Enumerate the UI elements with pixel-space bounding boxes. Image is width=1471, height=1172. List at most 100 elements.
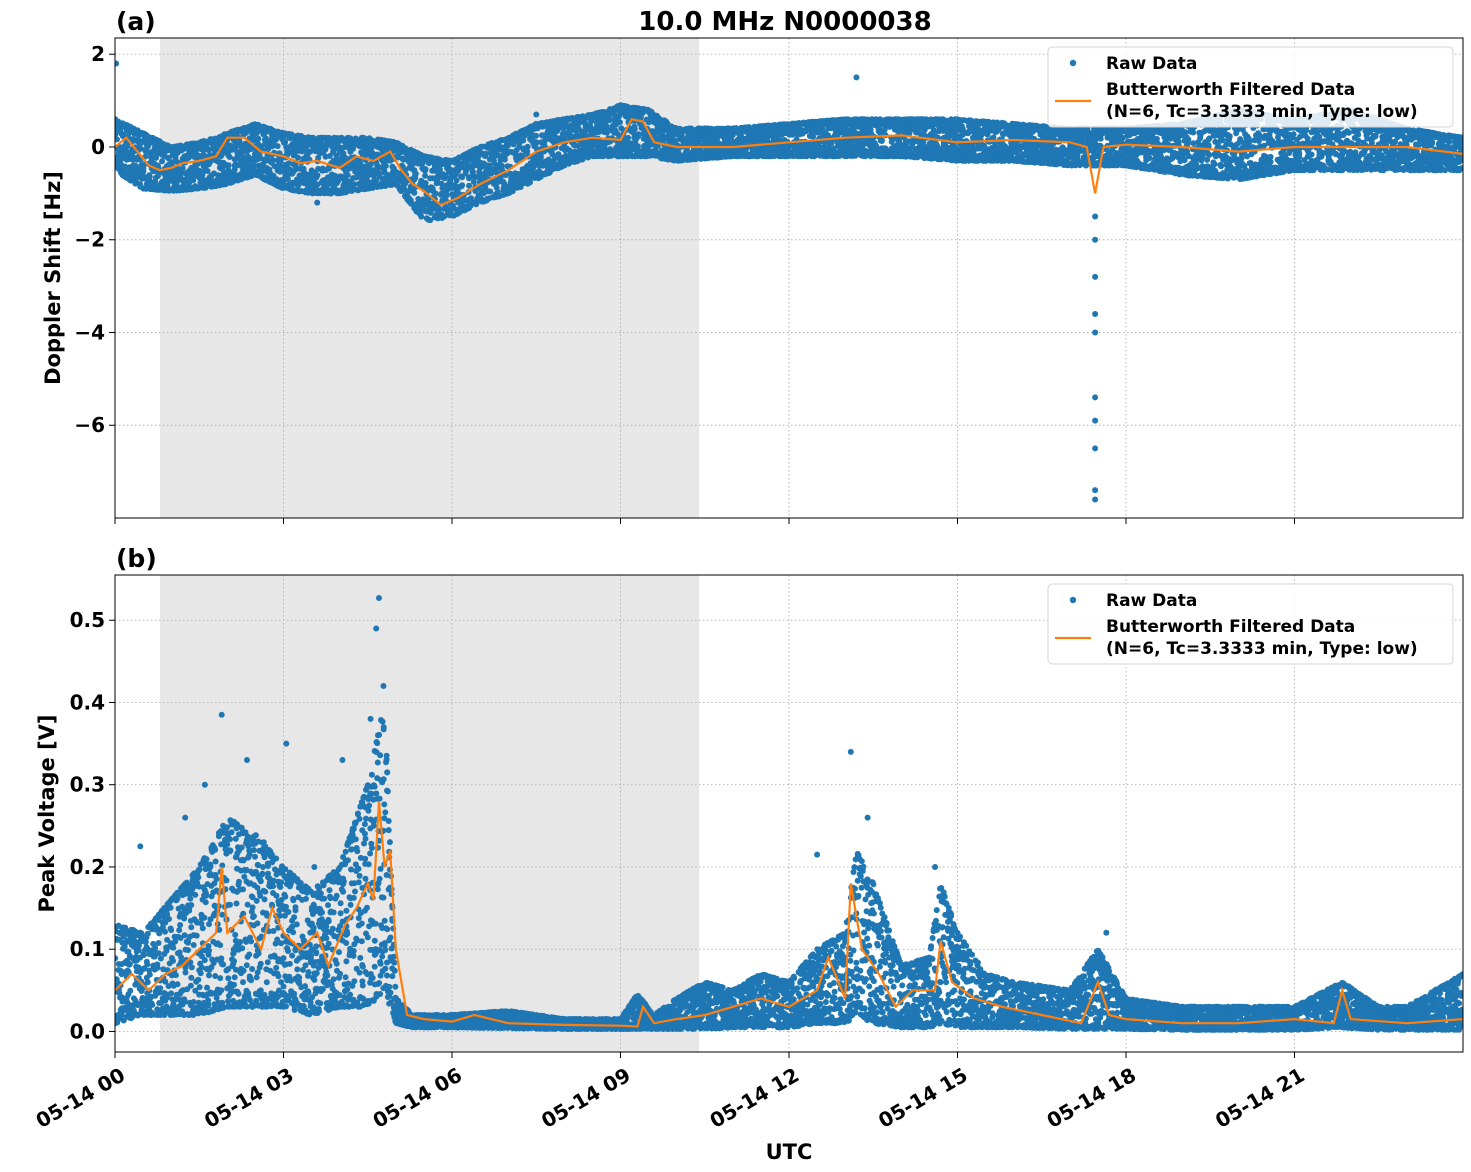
raw-data-point xyxy=(411,189,418,196)
raw-data-point xyxy=(248,157,255,164)
raw-data-point xyxy=(159,158,165,165)
raw-data-point xyxy=(367,161,374,168)
raw-data-point xyxy=(438,180,445,187)
raw-data-point xyxy=(326,153,333,159)
raw-data-point xyxy=(314,172,321,179)
raw-data-point xyxy=(487,188,494,195)
raw-data-point xyxy=(140,168,147,175)
raw-data-point xyxy=(422,172,429,179)
raw-data-point xyxy=(427,217,434,224)
raw-data-point xyxy=(146,173,153,180)
raw-data-point xyxy=(255,135,262,142)
raw-data-point xyxy=(482,151,489,158)
raw-data-point xyxy=(295,154,301,161)
raw-data-point xyxy=(470,178,477,185)
raw-data-point xyxy=(606,116,613,123)
raw-data-point xyxy=(524,148,531,155)
raw-data-point xyxy=(282,138,288,145)
raw-data-point xyxy=(382,162,389,169)
y-tick-label: −6 xyxy=(74,413,105,437)
raw-data-point xyxy=(259,168,266,175)
raw-data-point xyxy=(284,176,291,183)
raw-data-point xyxy=(497,157,504,163)
raw-data-point xyxy=(207,158,214,165)
raw-data-point xyxy=(513,157,520,164)
raw-data-point xyxy=(211,147,218,154)
raw-data-point xyxy=(442,172,449,179)
raw-data-point xyxy=(274,143,281,150)
raw-data-point xyxy=(333,152,340,159)
raw-data-point xyxy=(520,137,527,144)
raw-data-point xyxy=(466,182,473,189)
raw-data-point xyxy=(443,192,450,199)
raw-data-point xyxy=(959,125,966,132)
raw-data-point xyxy=(115,136,120,143)
raw-data-point xyxy=(412,170,419,177)
raw-data-point xyxy=(244,161,251,168)
raw-data-point xyxy=(418,213,425,220)
x-axis-label: UTC xyxy=(766,1140,813,1164)
raw-data-point xyxy=(137,181,144,188)
raw-data-point xyxy=(326,180,333,187)
raw-data-point xyxy=(342,154,349,161)
raw-data-point xyxy=(150,168,157,175)
raw-data-point xyxy=(422,166,429,173)
raw-data-point xyxy=(137,140,144,147)
panel-a: 20−2−4−6(a)Doppler Shift [Hz]Raw DataBut… xyxy=(41,7,1464,524)
raw-data-point xyxy=(537,154,544,161)
raw-data-point xyxy=(427,209,434,216)
raw-data-point xyxy=(524,143,531,150)
raw-data-point xyxy=(271,163,278,170)
raw-data-point xyxy=(422,180,429,186)
y-tick-label: 2 xyxy=(91,42,105,66)
raw-data-point xyxy=(878,137,885,144)
raw-data-point xyxy=(533,139,540,146)
raw-data-point xyxy=(393,169,400,176)
raw-data-point xyxy=(493,184,500,191)
raw-data-point xyxy=(344,172,351,178)
raw-data-point xyxy=(616,119,623,126)
raw-data-point xyxy=(425,196,432,203)
y-tick-label: −2 xyxy=(74,228,105,252)
raw-data-point xyxy=(579,156,586,163)
raw-data-point xyxy=(459,182,466,189)
raw-data-point xyxy=(519,153,526,160)
raw-data-point xyxy=(357,160,364,167)
raw-data-point xyxy=(604,128,611,134)
raw-data-point xyxy=(502,172,509,179)
raw-data-point xyxy=(179,165,186,172)
raw-data-point xyxy=(124,143,131,150)
raw-data-point xyxy=(625,134,632,141)
raw-data-point xyxy=(552,155,558,162)
raw-data-point xyxy=(307,148,314,155)
raw-data-point xyxy=(289,179,296,186)
raw-data-point xyxy=(510,141,517,148)
raw-data-point xyxy=(350,145,356,152)
raw-data-point xyxy=(351,181,358,188)
raw-data-point xyxy=(286,160,292,167)
raw-data-point xyxy=(256,152,263,159)
raw-data-point xyxy=(533,132,539,139)
raw-data-point xyxy=(200,151,207,158)
raw-data-point xyxy=(436,166,443,173)
raw-data-point xyxy=(435,206,442,212)
figure-title: 10.0 MHz N0000038 xyxy=(638,7,931,37)
raw-data-point xyxy=(575,142,582,149)
raw-data-point xyxy=(225,162,232,169)
raw-data-point xyxy=(251,162,258,169)
raw-data-point xyxy=(631,126,638,133)
raw-data-point xyxy=(164,182,171,189)
raw-data-point xyxy=(400,156,407,163)
raw-data-point xyxy=(137,145,144,152)
raw-data-point xyxy=(501,156,508,163)
y-tick-label: 0 xyxy=(91,135,105,159)
raw-data-point xyxy=(204,168,211,174)
y-tick-label: −4 xyxy=(74,320,105,344)
raw-data-point xyxy=(432,190,439,197)
raw-data-point xyxy=(453,177,460,184)
raw-data-point xyxy=(315,154,322,161)
raw-data-point xyxy=(439,185,446,192)
raw-data-point xyxy=(122,163,129,170)
raw-data-point xyxy=(226,154,233,160)
